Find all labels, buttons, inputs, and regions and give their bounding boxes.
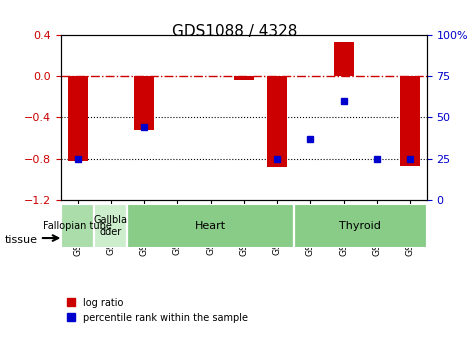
Legend: log ratio, percentile rank within the sample: log ratio, percentile rank within the sa… — [66, 298, 248, 323]
Bar — [400, 76, 420, 166]
Text: tissue: tissue — [5, 235, 38, 245]
Text: Gallbla
dder: Gallbla dder — [94, 215, 128, 237]
Bar — [267, 76, 287, 167]
FancyBboxPatch shape — [94, 204, 128, 248]
Text: Heart: Heart — [195, 221, 226, 231]
Bar — [68, 76, 88, 161]
FancyBboxPatch shape — [128, 204, 294, 248]
FancyBboxPatch shape — [61, 204, 94, 248]
Bar — [333, 42, 354, 76]
FancyBboxPatch shape — [294, 204, 427, 248]
Bar — [134, 76, 154, 130]
Text: Fallopian tube: Fallopian tube — [43, 221, 112, 231]
Bar — [234, 76, 254, 80]
Text: Thyroid: Thyroid — [340, 221, 381, 231]
Text: GDS1088 / 4328: GDS1088 / 4328 — [172, 24, 297, 39]
